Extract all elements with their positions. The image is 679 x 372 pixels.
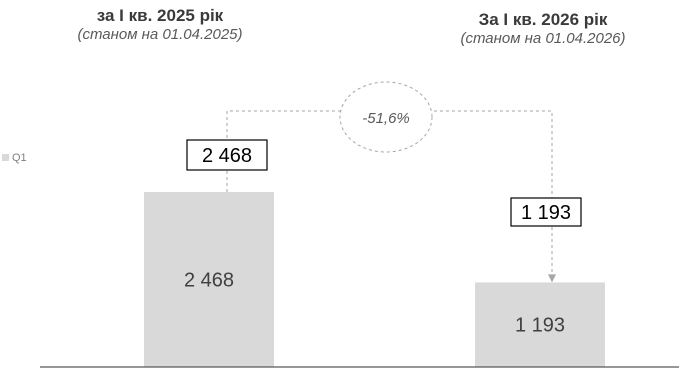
legend-swatch-q1: [2, 154, 9, 161]
bar-0: [144, 192, 274, 367]
period-year-2026: За I кв. 2026 рік: [478, 10, 608, 29]
period-year-2025: за I кв. 2025 рік: [96, 6, 224, 25]
legend: Q1: [2, 152, 27, 164]
connector-arrowhead: [548, 274, 556, 283]
bar-value-label-0: 2 468: [184, 270, 234, 292]
bar-value-label-1: 1 193: [515, 315, 565, 337]
period-title-2026: За I кв. 2026 рік (станом на 01.04.2026): [408, 10, 678, 48]
period-asof-2025: (станом на 01.04.2025): [77, 26, 243, 44]
period-title-2025: за I кв. 2025 рік (станом на 01.04.2025): [20, 6, 300, 44]
bar-1: [475, 282, 605, 367]
boxed-label-0: 2 468: [202, 145, 252, 167]
period-asof-2026: (станом на 01.04.2026): [460, 30, 626, 48]
boxed-value-labels: 2 468 1 193: [186, 139, 582, 227]
legend-label-q1: Q1: [12, 152, 27, 164]
change-label: -51,6%: [362, 110, 410, 127]
boxed-label-frame-0: [186, 139, 268, 171]
change-ellipse: [339, 81, 433, 153]
boxed-label-frame-1: [510, 197, 582, 227]
bars: 2 468 1 193: [144, 192, 605, 367]
change-connector: [226, 110, 553, 275]
boxed-label-1: 1 193: [521, 202, 571, 224]
